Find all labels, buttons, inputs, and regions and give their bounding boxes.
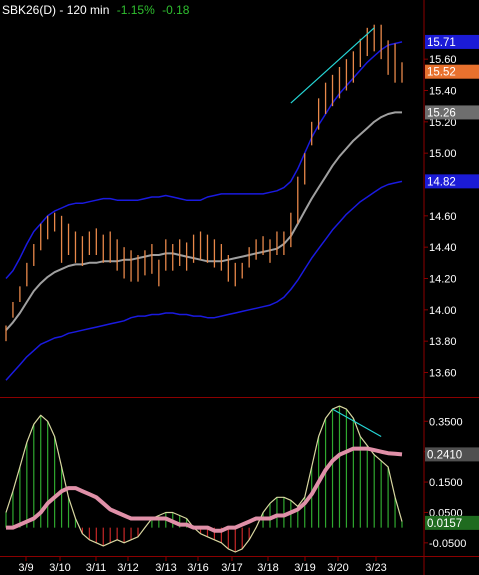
date-tick-label: 3/16 [187,562,208,574]
last-price-value: 15.52 [427,67,456,79]
date-tick-label: 3/17 [221,562,242,574]
upper-bollinger-band [5,41,403,279]
change-percent: -1.15% [116,3,155,17]
osc-tick-label: 0.1500 [429,477,463,489]
price-tick-label: 15.40 [429,86,457,98]
signal-tag [425,447,479,462]
moving-average-line [5,111,402,331]
interval-label: 120 min [66,3,110,17]
date-tick-label: 3/12 [117,562,138,574]
price-tick-label: 15.20 [429,117,457,129]
price-tick-label: 13.60 [429,368,457,380]
signal-value: 0.2410 [427,449,462,461]
price-tick-label: 14.20 [429,274,457,286]
date-tick-label: 3/23 [365,562,386,574]
upper-band-value: 15.71 [427,37,456,49]
date-tick-label: 3/10 [49,562,70,574]
date-tick-label: 3/19 [294,562,315,574]
chart-header: SBK26(D) - 120 min -1.15% -0.18 [2,3,189,17]
price-trend-line [290,27,375,104]
oscillator-tag [425,515,479,530]
oscillator-line [5,405,403,553]
moving-average-tag [425,105,479,120]
change-absolute: -0.18 [162,3,190,17]
price-tick-label: 13.80 [429,336,457,348]
lower-bollinger-band [5,180,403,381]
lower-band-value: 14.82 [427,176,456,188]
lower-band-tag [425,174,479,189]
price-tick-label: 15.60 [429,54,457,66]
oscillator-value: 0.0157 [427,518,462,530]
price-tick-label: 14.40 [429,242,457,254]
date-tick-label: 3/13 [155,562,176,574]
price-tick-label: 15.00 [429,148,457,160]
date-tick-label: 3/18 [257,562,278,574]
date-tick-label: 3/20 [327,562,348,574]
symbol-label: SBK26(D) [2,3,57,17]
moving-average-value: 15.26 [427,107,456,119]
signal-line [6,446,403,533]
header-separator: - [56,3,67,17]
price-tick-label: 14.00 [429,305,457,317]
last-price-tag [425,64,479,79]
date-tick-label: 3/11 [86,562,107,574]
osc-tick-label: 0.3500 [429,416,463,428]
price-tick-label: 14.60 [429,211,457,223]
upper-band-tag [425,34,479,49]
osc-tick-label: -0.0500 [429,538,466,550]
date-tick-label: 3/9 [18,562,33,574]
oscillator-trend-line [332,408,382,437]
